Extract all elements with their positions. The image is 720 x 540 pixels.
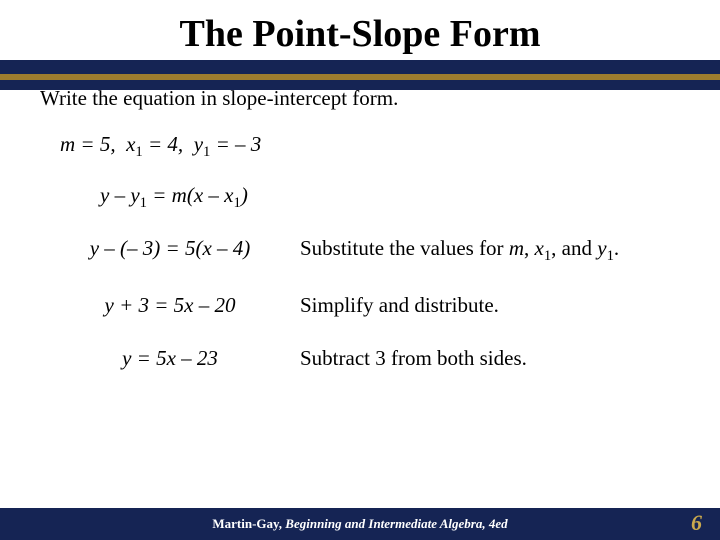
given-values: m = 5, x1 = 4, y1 = – 3: [60, 132, 680, 161]
steps: y – (– 3) = 5(x – 4)Substitute the value…: [40, 236, 680, 371]
step-explanation: Subtract 3 from both sides.: [300, 346, 680, 371]
step-explanation: Substitute the values for m, x1, and y1.: [300, 236, 680, 265]
step-row: y = 5x – 23Subtract 3 from both sides.: [40, 346, 680, 371]
step-math: y + 3 = 5x – 20: [40, 293, 300, 318]
header-stripe-dark: [0, 58, 720, 74]
step-math: y – (– 3) = 5(x – 4): [40, 236, 300, 261]
footer-citation: Martin-Gay, Beginning and Intermediate A…: [212, 516, 507, 532]
page-title: The Point-Slope Form: [0, 12, 720, 60]
header-stripe-dark-lower: [0, 80, 720, 90]
step-row: y – (– 3) = 5(x – 4)Substitute the value…: [40, 236, 680, 265]
step-math: y = 5x – 23: [40, 346, 300, 371]
page-number: 6: [691, 510, 702, 536]
footer-bar: Martin-Gay, Beginning and Intermediate A…: [0, 508, 720, 540]
step-explanation: Simplify and distribute.: [300, 293, 680, 318]
point-slope-formula: y – y1 = m(x – x1): [100, 183, 680, 212]
step-row: y + 3 = 5x – 20Simplify and distribute.: [40, 293, 680, 318]
